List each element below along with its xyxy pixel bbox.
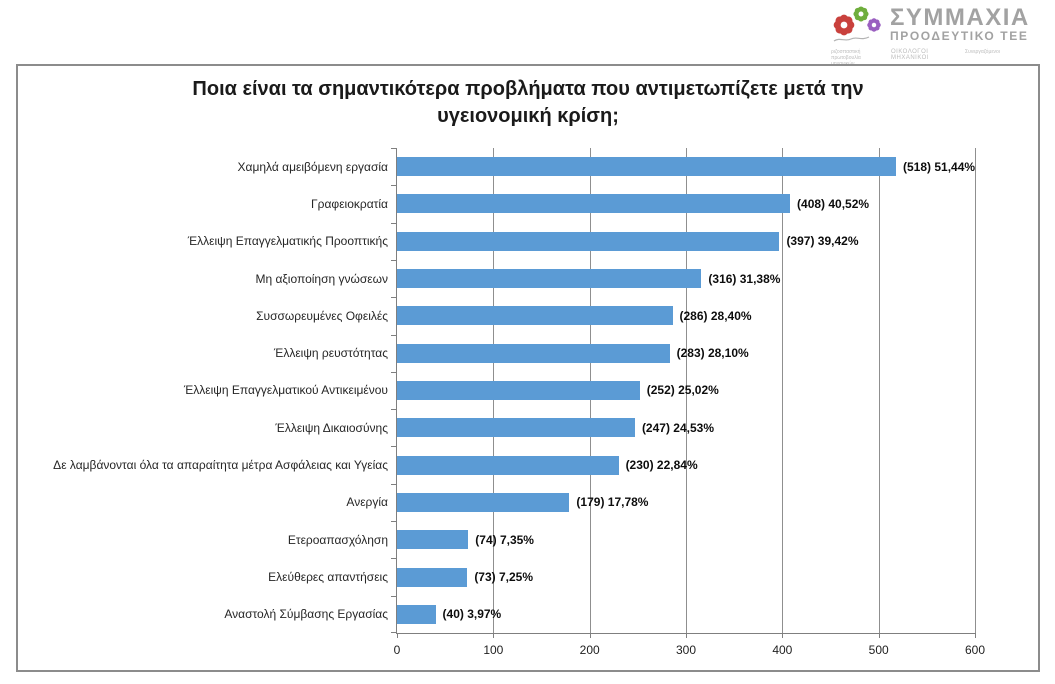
y-axis-tick-mark [391,558,397,559]
chart-container: Ποια είναι τα σημαντικότερα προβλήματα π… [16,64,1040,672]
category-label: Ετεροαπασχόληση [287,532,388,547]
bar [397,343,670,363]
bar [397,455,619,475]
member-group-label: Συνεργαζόμενοι [965,49,1000,55]
value-label: (286) 28,40% [679,308,752,323]
y-axis-tick-mark [391,409,397,410]
y-axis-tick-mark [391,223,397,224]
brand-logo-top: ΣΥΜΜΑΧΙΑ ΠΡΟΟΔΕΥΤΙΚΟ ΤΕΕ [831,5,1043,45]
category-label: Έλλειψη Επαγγελματικής Προοπτικής [187,234,388,249]
bar [397,418,635,438]
category-label: Συσσωρευμένες Οφειλές [256,308,388,323]
brand-subtitle: ΠΡΟΟΔΕΥΤΙΚΟ ΤΕΕ [890,29,1029,43]
x-axis-tick-label: 100 [483,643,504,657]
bar [397,306,673,326]
y-axis-tick-mark [391,260,397,261]
x-axis-tick-mark [878,633,880,638]
value-label: (283) 28,10% [676,346,749,361]
member-group-label: ΟΙΚΟΛΟΓΟΙ ΜΗΧΑΝΙΚΟΙ [891,49,929,61]
category-label: Έλλειψη ρευστότητας [273,346,388,361]
signature-scribble [833,36,870,42]
gridline [878,148,880,633]
bar [397,194,791,214]
bar [397,381,640,400]
y-axis-tick-mark [391,521,397,522]
gridline [686,148,687,633]
value-label: (230) 22,84% [625,458,698,473]
bar [397,492,570,512]
y-axis-tick-mark [391,446,397,447]
chart-title: Ποια είναι τα σημαντικότερα προβλήματα π… [18,76,1038,130]
bar [397,530,469,550]
bar [397,157,896,177]
x-axis-tick-mark [589,633,591,638]
brand-name: ΣΥΜΜΑΧΙΑ [890,4,1030,31]
value-label: (179) 17,78% [576,495,649,510]
value-label: (316) 31,38% [708,271,781,286]
gridline [782,148,784,633]
x-axis-tick-label: 0 [393,643,401,657]
y-axis-tick-mark [391,632,397,633]
brand-logo: ΣΥΜΜΑΧΙΑ ΠΡΟΟΔΕΥΤΙΚΟ ΤΕΕ ριζοσπαστική πρ… [831,5,1043,67]
value-label: (397) 39,42% [786,234,859,249]
chart-title-line2: υγειονομική κρίση; [437,105,619,127]
gears-icon [832,5,882,42]
x-axis-tick-mark [493,633,495,638]
category-label: Δε λαμβάνονται όλα τα απαραίτητα μέτρα Α… [53,458,388,473]
x-axis-tick-label: 300 [675,643,697,657]
y-axis-tick-mark [391,596,397,597]
x-axis-tick-label: 200 [579,643,600,657]
value-label: (247) 24,53% [641,420,714,435]
y-axis-tick-mark [391,335,397,336]
value-label: (408) 40,52% [797,196,870,211]
y-axis-tick-mark [391,148,397,149]
chart-area: 0 100 200 300 400 500 600 Χαμηλά αμειβόμενη εργ… [53,148,985,657]
value-label: (73) 7,25% [474,570,534,585]
value-label: (518) 51,44% [903,159,976,174]
category-label: Χαμηλά αμειβόμενη εργασία [237,159,388,174]
value-label: (74) 7,35% [475,532,534,547]
x-axis-tick-mark [782,633,784,638]
gridline [975,148,976,633]
x-axis-tick-mark [975,633,976,638]
bar [397,604,436,624]
category-label: Αναστολή Σύμβασης Εργασίας [224,607,388,622]
value-label: (252) 25,02% [646,383,719,398]
bar [397,231,780,251]
category-label: Ελεύθερες απαντήσεις [268,570,388,585]
category-label: Έλλειψη Επαγγελματικού Αντικειμένου [183,383,388,398]
category-label: Ανεργία [346,495,388,510]
category-label: Γραφειοκρατία [311,196,388,211]
x-axis-tick-mark [397,633,398,638]
value-label: (40) 3,97% [442,607,502,622]
chart-title-line1: Ποια είναι τα σημαντικότερα προβλήματα π… [192,78,864,100]
x-axis-tick-label: 400 [772,643,793,657]
y-axis-tick-mark [391,372,397,373]
y-axis-tick-mark [391,297,397,298]
x-axis-tick-mark [686,633,687,638]
bar [397,567,468,587]
x-axis-tick-label: 600 [964,643,986,657]
y-axis-tick-mark [391,484,397,485]
brand-text: ΣΥΜΜΑΧΙΑ ΠΡΟΟΔΕΥΤΙΚΟ ΤΕΕ [890,4,1043,44]
x-axis-tick-label: 500 [868,643,889,657]
y-axis-tick-mark [391,185,397,186]
category-label: Μη αξιοποίηση γνώσεων [255,271,388,286]
category-label: Έλλειψη Δικαιοσύνης [275,420,388,435]
bar [397,269,702,289]
